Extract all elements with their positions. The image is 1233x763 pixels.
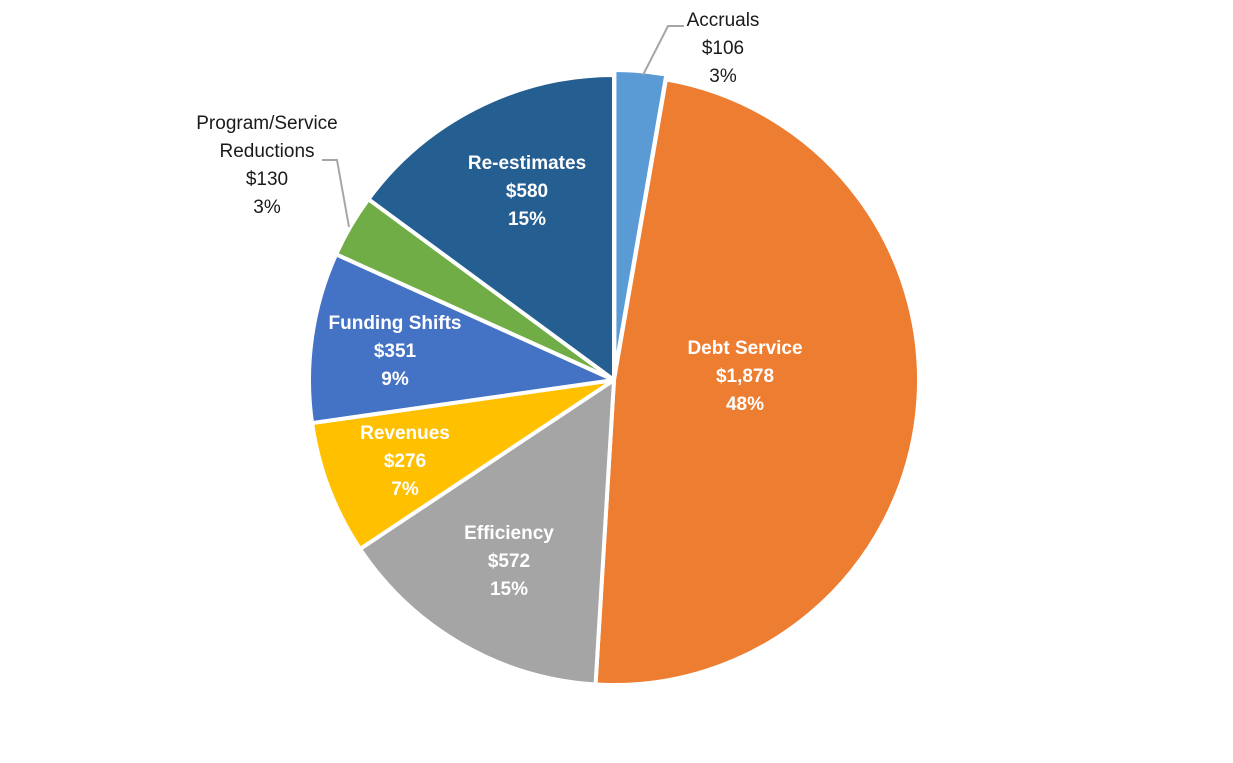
slice-label-funding-shifts: Funding Shifts $351 9%	[329, 313, 462, 390]
slice-label-line: $572	[488, 551, 530, 572]
slice-label-line: Program/Service	[196, 113, 338, 134]
slice-label-line: Accruals	[687, 10, 760, 31]
leader-line-accruals	[642, 25, 684, 76]
slice-label-line: $276	[384, 451, 426, 472]
slice-label-line: $580	[506, 181, 548, 202]
leader-line-program-service-reductions	[322, 159, 350, 228]
slice-label-line: 15%	[508, 209, 546, 230]
slice-label-line: 3%	[709, 66, 737, 87]
slice-label-line: $1,878	[716, 366, 774, 387]
slice-label-line: Debt Service	[687, 338, 802, 359]
slice-label-efficiency: Efficiency $572 15%	[464, 523, 554, 600]
leader-lines	[322, 25, 684, 228]
pie-slices	[307, 68, 921, 687]
pie-slice-debt-service	[593, 77, 921, 687]
slice-labels: Accruals $106 3% Debt Service $1,878 48% Effic…	[196, 10, 802, 600]
pie-slice-efficiency	[358, 378, 616, 687]
slice-label-line: $351	[374, 341, 417, 362]
slice-label-line: 3%	[253, 197, 281, 218]
slice-label-line: Reductions	[219, 141, 314, 162]
slice-label-revenues: Revenues $276 7%	[360, 423, 450, 500]
slice-label-line: Re-estimates	[468, 153, 586, 174]
slice-label-re-estimates: Re-estimates $580 15%	[468, 153, 586, 230]
pie-slice-revenues	[310, 378, 616, 551]
slice-label-line: 7%	[391, 479, 419, 500]
slice-label-line: 48%	[726, 394, 764, 415]
slice-label-accruals: Accruals $106 3%	[687, 10, 760, 87]
pie-slice-re-estimates	[366, 73, 616, 382]
slice-label-program-service-reductions: Program/Service Reductions $130 3%	[196, 113, 338, 218]
slice-label-line: Efficiency	[464, 523, 554, 544]
slice-label-line: $130	[246, 169, 288, 190]
slice-label-debt-service: Debt Service $1,878 48%	[687, 338, 802, 415]
slice-label-line: Revenues	[360, 423, 450, 444]
slice-label-line: 15%	[490, 579, 528, 600]
slice-label-line: 9%	[381, 369, 409, 390]
slice-label-line: $106	[702, 38, 744, 59]
slice-label-line: Funding Shifts	[329, 313, 462, 334]
pie-slice-funding-shifts	[307, 252, 616, 426]
